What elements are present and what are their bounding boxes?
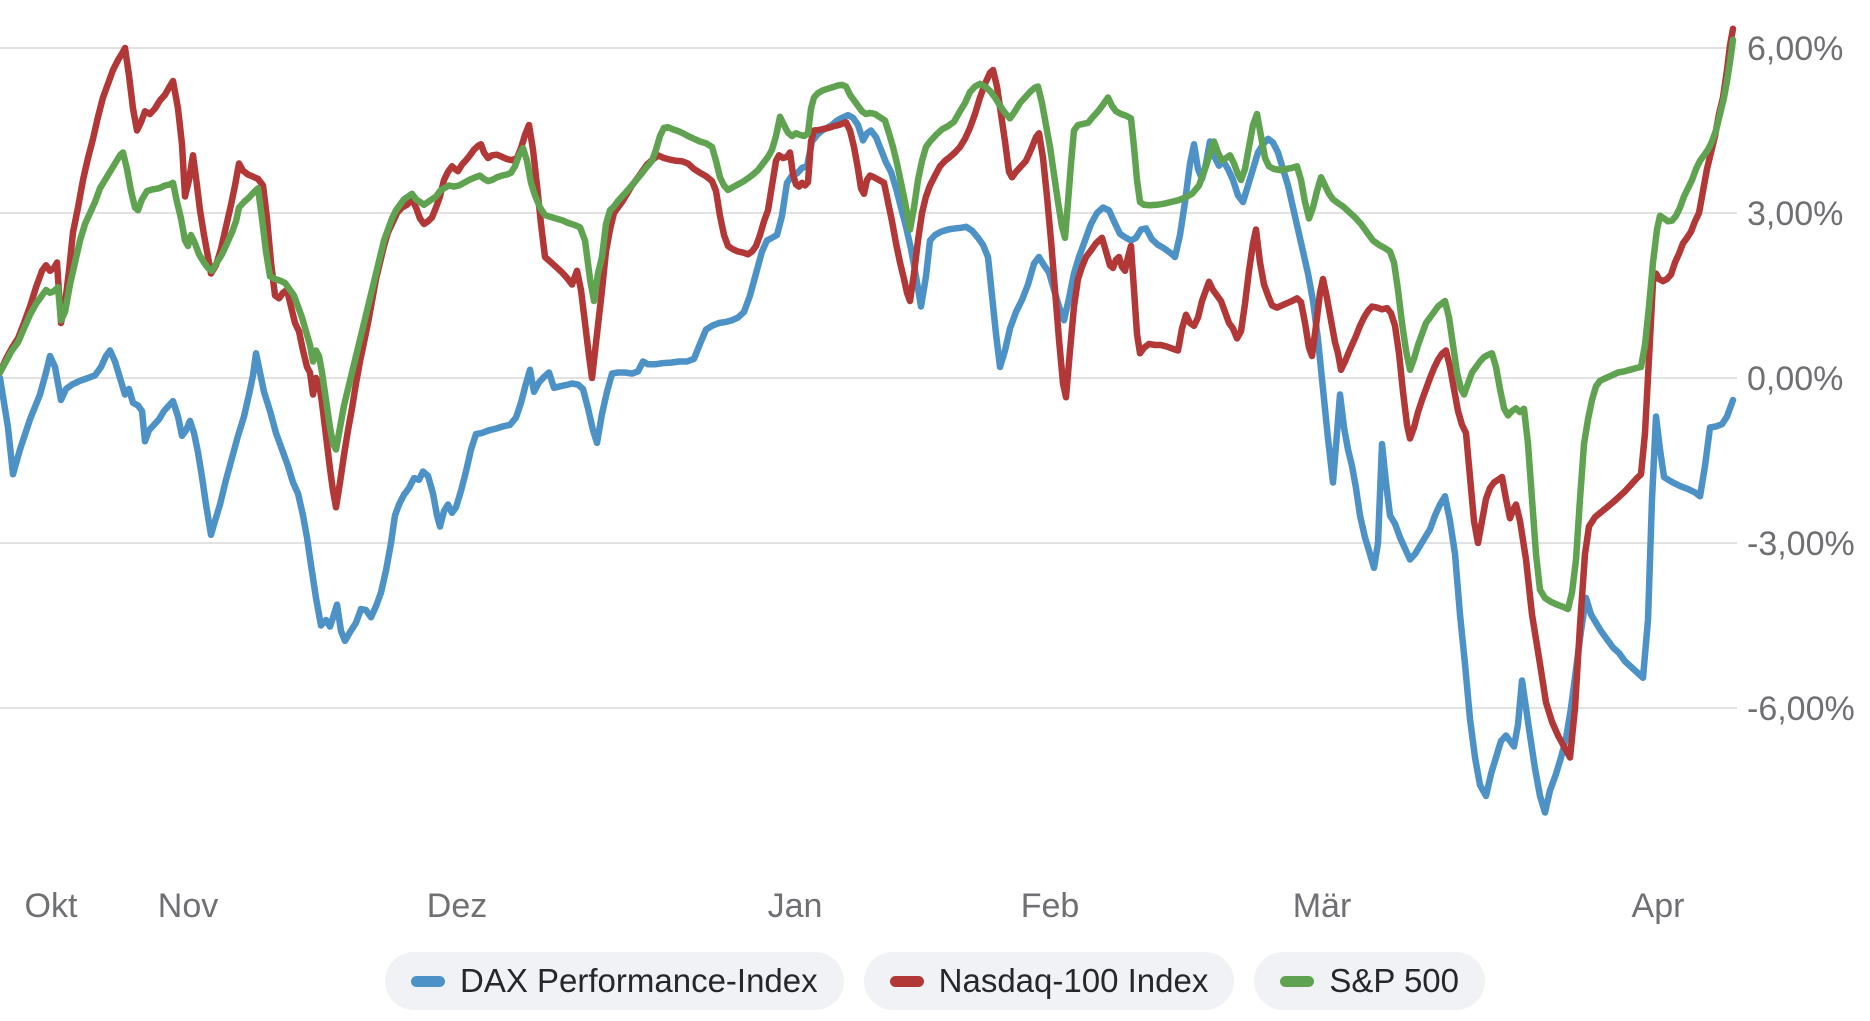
legend-label-dax: DAX Performance-Index xyxy=(459,962,818,999)
y-axis-tick-label: 0,00% xyxy=(1747,360,1843,398)
legend-item-nasdaq[interactable]: Nasdaq-100 Index xyxy=(863,952,1235,1010)
legend-label-sp500: S&P 500 xyxy=(1329,962,1460,999)
y-axis-tick-label: 6,00% xyxy=(1747,30,1843,68)
x-axis-month-label: Nov xyxy=(158,887,218,925)
x-axis-month-label: Feb xyxy=(1021,887,1080,925)
legend-item-sp500[interactable]: S&P 500 xyxy=(1254,952,1486,1010)
y-axis-tick-label: -6,00% xyxy=(1747,690,1855,728)
dax-line-swatch-icon xyxy=(410,975,445,987)
x-axis-month-label: Jan xyxy=(768,887,823,925)
y-axis-tick-label: -3,00% xyxy=(1747,525,1855,563)
legend-label-nasdaq: Nasdaq-100 Index xyxy=(938,962,1209,999)
x-axis-month-label: Dez xyxy=(427,887,487,925)
sp500-line-swatch-icon xyxy=(1280,975,1315,987)
nasdaq-line-swatch-icon xyxy=(889,975,924,987)
x-axis-month-label: Okt xyxy=(25,887,78,925)
series-line-0[interactable] xyxy=(0,111,1737,816)
series-line-1[interactable] xyxy=(0,25,1737,761)
x-axis-month-label: Apr xyxy=(1632,887,1685,925)
series-line-2[interactable] xyxy=(0,36,1737,613)
x-axis-month-label: Mär xyxy=(1293,887,1352,925)
y-axis-tick-label: 3,00% xyxy=(1747,195,1843,233)
chart-legend: DAX Performance-Index Nasdaq-100 Index S… xyxy=(0,952,1870,1010)
legend-item-dax[interactable]: DAX Performance-Index xyxy=(384,952,844,1010)
